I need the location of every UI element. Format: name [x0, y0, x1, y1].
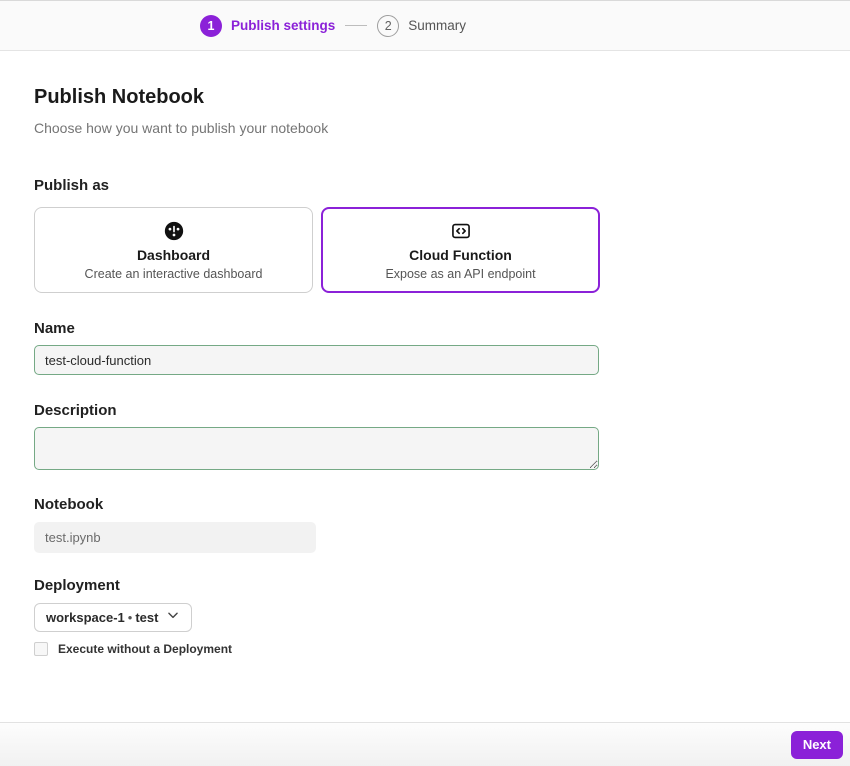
stepper-connector-line	[345, 25, 368, 26]
publish-as-label: Publish as	[34, 177, 110, 194]
option-description: Expose as an API endpoint	[385, 266, 536, 281]
deployment-selected-value: workspace-1 • test	[46, 610, 159, 625]
step-label: Publish settings	[231, 18, 336, 33]
cloud-function-option-card[interactable]: Cloud Function Expose as an API endpoint	[321, 207, 600, 293]
option-description: Create an interactive dashboard	[84, 266, 263, 281]
next-button[interactable]: Next	[790, 730, 843, 759]
description-textarea[interactable]	[34, 427, 599, 470]
chevron-down-icon	[166, 608, 180, 627]
notebook-label: Notebook	[34, 496, 104, 513]
notebook-filename-field: test.ipynb	[34, 522, 316, 553]
deployment-label: Deployment	[34, 577, 120, 594]
option-title: Cloud Function	[409, 246, 512, 263]
step-number-badge: 1	[200, 14, 222, 37]
page-title: Publish Notebook	[34, 86, 204, 108]
execute-without-deployment-label: Execute without a Deployment	[58, 642, 233, 656]
execute-without-deployment-row: Execute without a Deployment	[34, 642, 816, 656]
stepper-step-summary[interactable]: 2 Summary	[377, 14, 467, 37]
name-input[interactable]	[34, 345, 599, 375]
wizard-footer: Next	[0, 722, 850, 766]
main-content: Publish Notebook Choose how you want to …	[0, 86, 850, 656]
dashboard-option-card[interactable]: Dashboard Create an interactive dashboar…	[34, 207, 313, 293]
name-label: Name	[34, 320, 75, 337]
gauge-icon	[163, 220, 185, 242]
step-number-badge: 2	[377, 14, 400, 37]
execute-without-deployment-checkbox[interactable]	[34, 642, 48, 656]
deployment-dropdown[interactable]: workspace-1 • test	[34, 603, 193, 632]
description-label: Description	[34, 402, 117, 419]
page-subtitle: Choose how you want to publish your note…	[34, 120, 329, 136]
code-box-icon	[450, 220, 472, 242]
publish-type-options: Dashboard Create an interactive dashboar…	[34, 207, 816, 293]
stepper-step-publish-settings[interactable]: 1 Publish settings	[200, 14, 336, 37]
option-title: Dashboard	[136, 246, 211, 263]
stepper-bar: 1 Publish settings 2 Summary	[0, 1, 850, 51]
step-label: Summary	[408, 18, 467, 33]
